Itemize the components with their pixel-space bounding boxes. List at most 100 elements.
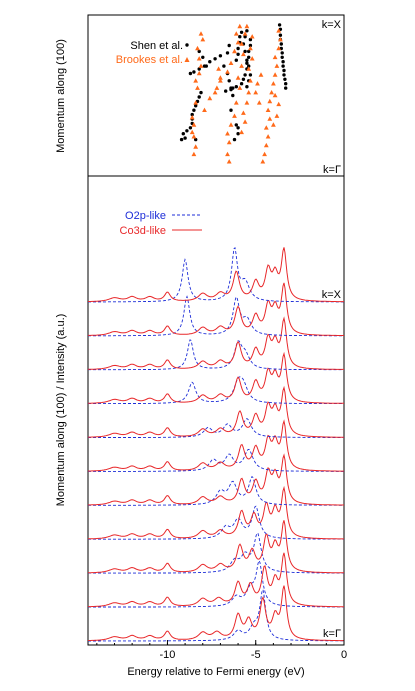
bottom-xlabel: Energy relative to Fermi energy (eV): [127, 666, 304, 678]
shen-point: [248, 37, 253, 42]
legend-o2p-label: O2p-like: [125, 210, 166, 222]
brookes-point: [212, 90, 218, 95]
brookes-point: [214, 85, 220, 90]
shen-point: [197, 49, 201, 54]
brookes-point: [244, 100, 250, 105]
shen-point: [238, 35, 242, 39]
shen-point: [227, 43, 231, 48]
brookes-point: [239, 41, 244, 46]
shen-point: [222, 64, 226, 68]
brookes-point: [228, 122, 234, 127]
bottom-ylabel: Momentum along (100) / Intensity (a.u.): [55, 314, 67, 507]
shen-point: [236, 46, 240, 51]
bottom-label-gamma: k=Γ: [323, 628, 341, 640]
shen-point: [248, 73, 253, 77]
top-scatter-points: [179, 23, 288, 164]
brookes-point: [267, 98, 273, 104]
shen-point: [279, 42, 283, 46]
shen-point: [278, 33, 283, 37]
shen-point: [245, 29, 249, 33]
brookes-point: [249, 56, 255, 61]
brookes-point: [260, 159, 266, 164]
shen-point: [239, 82, 244, 86]
shen-point: [281, 64, 285, 68]
legend-brookes-label: Brookes et al.: [116, 54, 183, 66]
brookes-point: [218, 75, 223, 80]
brookes-point: [239, 129, 244, 135]
brookes-point: [198, 63, 204, 68]
brookes-point: [200, 37, 206, 42]
brookes-point: [272, 54, 278, 60]
brookes-point: [242, 31, 248, 36]
shen-point: [243, 49, 247, 54]
shen-point: [213, 57, 217, 61]
brookes-point: [276, 45, 282, 51]
brookes-point: [228, 60, 234, 65]
shen-point: [231, 93, 235, 98]
brookes-point: [278, 37, 283, 42]
brookes-point: [195, 85, 200, 90]
o2p-curve: [88, 339, 344, 371]
brookes-point: [272, 72, 278, 77]
brookes-point: [225, 131, 230, 136]
brookes-point: [255, 81, 260, 86]
shen-point: [229, 108, 233, 112]
brookes-point: [193, 78, 199, 83]
legend-brookes-marker: [184, 57, 190, 62]
shen-point: [199, 90, 203, 95]
shen-point: [208, 60, 212, 64]
brookes-point: [244, 23, 250, 29]
brookes-point: [241, 51, 246, 57]
bottom-label-x: k=X: [322, 289, 342, 301]
brookes-point: [233, 100, 239, 105]
brookes-point: [207, 95, 213, 101]
brookes-point: [246, 90, 252, 95]
spectra-curves: [87, 246, 344, 642]
top-ylabel: Momentum along (100): [55, 39, 67, 153]
brookes-point: [235, 40, 241, 45]
co3d-curve: [88, 585, 344, 642]
top-label-x: k=X: [322, 19, 342, 31]
brookes-point: [196, 70, 202, 76]
brookes-point: [226, 139, 232, 145]
brookes-point: [233, 31, 239, 36]
brookes-point: [232, 48, 237, 54]
shen-point: [245, 58, 249, 62]
brookes-point: [198, 31, 204, 36]
brookes-point: [263, 142, 269, 148]
co3d-curve: [88, 282, 344, 336]
brookes-point: [262, 151, 267, 157]
co3d-curve: [88, 247, 344, 303]
brookes-point: [271, 81, 276, 86]
legend-shen-label: Shen et al.: [130, 40, 183, 52]
shen-point: [277, 23, 282, 27]
shen-point: [192, 70, 196, 74]
shen-point: [225, 51, 230, 55]
o2p-curve: [88, 376, 344, 405]
o2p-curve: [88, 505, 344, 540]
brookes-point: [274, 113, 280, 118]
brookes-point: [241, 110, 246, 115]
o2p-curve: [88, 295, 344, 337]
shen-point: [229, 86, 233, 90]
o2p-curve: [88, 475, 344, 506]
x-tick-label: -10: [159, 649, 175, 661]
x-axis-ticks: -10 -5 0: [96, 640, 347, 661]
o2p-curve: [88, 532, 344, 574]
brookes-point: [249, 34, 255, 39]
shen-point: [243, 73, 247, 77]
brookes-point: [195, 45, 200, 51]
brookes-point: [267, 116, 273, 121]
shen-point: [282, 73, 286, 77]
brookes-point: [239, 63, 244, 68]
brookes-point: [202, 107, 207, 112]
shen-point: [247, 49, 251, 54]
brookes-point: [263, 125, 269, 130]
shen-point: [201, 55, 205, 59]
shen-point: [280, 55, 284, 59]
brookes-point: [271, 122, 276, 127]
top-label-gamma: k=Γ: [323, 164, 341, 176]
top-panel: Momentum along (100) k=X k=Γ Shen et al.…: [55, 14, 345, 177]
shen-point: [234, 58, 238, 62]
shen-point: [245, 85, 249, 89]
